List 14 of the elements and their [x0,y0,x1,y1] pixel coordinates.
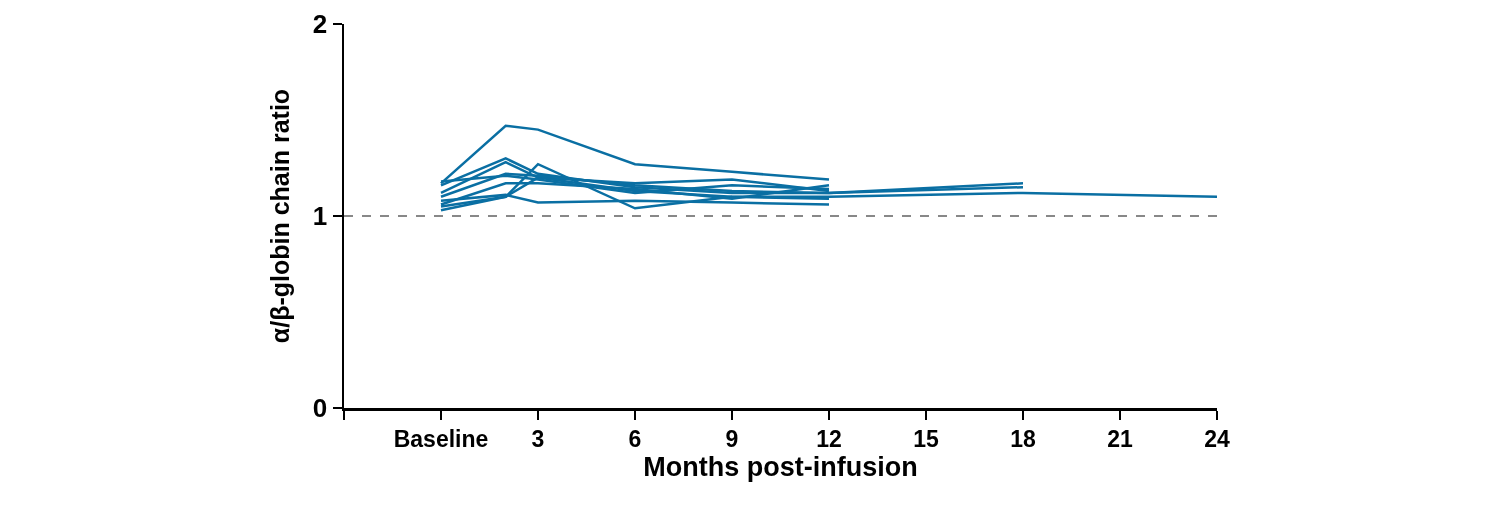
y-tick-label: 0 [312,393,328,424]
x-tick-label: 15 [913,426,939,453]
x-tick-label: 12 [816,426,842,453]
x-tick-label: 9 [725,426,739,453]
x-axis-title: Months post-infusion [643,452,918,483]
x-tick-label: 18 [1010,426,1036,453]
y-axis-title: α/β-globin chain ratio [266,88,295,344]
x-tick-label: 21 [1107,426,1133,453]
x-tick-label: 3 [531,426,545,453]
x-tick-label: Baseline [393,426,489,453]
y-tick-label: 2 [312,9,328,40]
x-tick-label: 24 [1204,426,1230,453]
x-tick-label: 6 [628,426,642,453]
y-tick-label: 1 [312,201,328,232]
